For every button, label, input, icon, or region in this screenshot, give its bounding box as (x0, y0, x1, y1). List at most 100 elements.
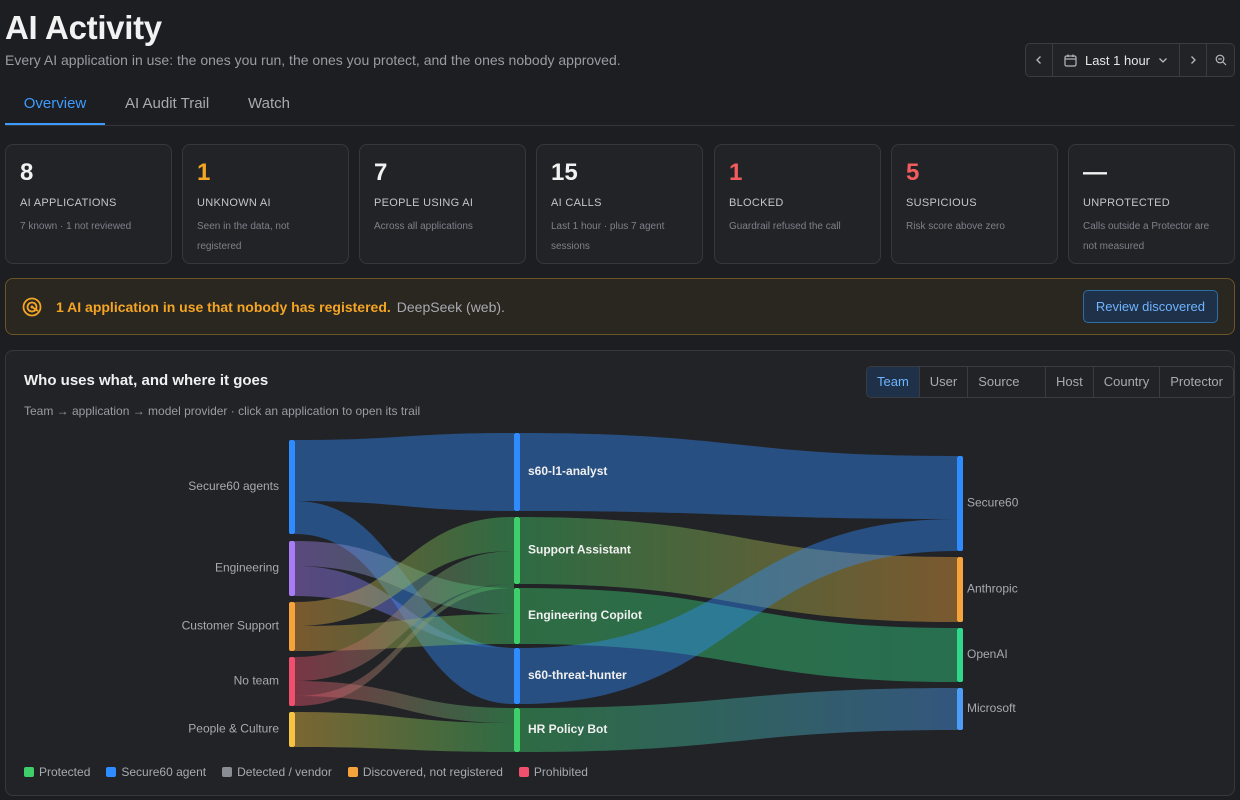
stat-card-ai-applications[interactable]: 8 AI APPLICATIONS 7 known · 1 not reviewed (5, 144, 172, 264)
legend-swatch (24, 767, 34, 777)
group-by-host[interactable]: Host (1046, 367, 1094, 397)
panel-title: Who uses what, and where it goes (24, 372, 269, 389)
stat-card-blocked[interactable]: 1 BLOCKED Guardrail refused the call (714, 144, 881, 264)
app-label: Engineering Copilot (528, 608, 642, 622)
group-by-country[interactable]: Country (1094, 367, 1161, 397)
sankey-diagram: Secure60 agents Engineering Customer Suppo… (182, 433, 1019, 752)
flow-team-app[interactable] (295, 584, 514, 706)
app-node[interactable] (514, 648, 520, 704)
review-discovered-button[interactable]: Review discovered (1082, 290, 1218, 323)
provider-node[interactable] (957, 557, 963, 622)
group-by-source-ip[interactable]: Source IP (968, 367, 1046, 397)
stat-card-unknown-ai[interactable]: 1 UNKNOWN AI Seen in the data, not registe… (182, 144, 349, 264)
legend-label: Discovered, not registered (362, 765, 503, 779)
stat-card-ai-calls[interactable]: 15 AI CALLS Last 1 hour · plus 7 agent ses… (536, 144, 703, 264)
stat-label: AI CALLS (551, 197, 602, 209)
next-range-button[interactable] (1180, 44, 1207, 76)
team-label: People & Culture (188, 722, 279, 736)
calendar-icon (1064, 54, 1077, 67)
stat-label: BLOCKED (729, 197, 784, 209)
flow-team-app[interactable] (295, 551, 514, 681)
time-range-label: Last 1 hour (1084, 52, 1151, 68)
stat-card-unprotected[interactable]: — UNPROTECTED Calls outside a Protector ar… (1068, 144, 1235, 264)
team-node[interactable] (289, 712, 295, 747)
team-node[interactable] (289, 602, 295, 651)
stat-value: 8 (20, 159, 34, 186)
app-node[interactable] (514, 708, 520, 752)
panel-subtitle: Team → application → model provider · cl… (24, 404, 421, 418)
chevron-right-icon (1191, 56, 1196, 64)
team-node[interactable] (289, 657, 295, 706)
legend-item: Discovered, not registered (347, 765, 503, 779)
app-label: s60-l1-analyst (528, 464, 607, 478)
flow-app-provider[interactable] (520, 433, 957, 519)
legend-swatch (347, 767, 358, 777)
team-label: No team (234, 674, 279, 688)
app-node[interactable] (514, 517, 520, 584)
tab-overview[interactable]: Overview (5, 86, 105, 125)
group-by-user[interactable]: User (920, 367, 969, 397)
stat-description: Risk score above zero (906, 221, 1005, 232)
stat-card-people-using-ai[interactable]: 7 PEOPLE USING AI Across all applications (359, 144, 526, 264)
team-node[interactable] (289, 440, 295, 534)
legend: Protected Secure60 agent Detected / vendor… (24, 765, 588, 779)
radar-icon (22, 297, 42, 316)
flow-app-provider[interactable] (520, 519, 957, 704)
legend-swatch (222, 767, 233, 777)
group-by-protector[interactable]: Protector (1170, 374, 1223, 389)
legend-swatch (106, 767, 117, 777)
provider-node[interactable] (957, 628, 963, 682)
stat-value: 5 (906, 159, 920, 186)
team-label: Customer Support (182, 619, 280, 633)
chevron-left-icon (1036, 56, 1041, 64)
provider-label: Microsoft (967, 701, 1016, 715)
stat-value: 15 (551, 159, 578, 186)
flow-team-app[interactable] (295, 433, 514, 511)
stat-value: 1 (197, 159, 211, 186)
team-node[interactable] (289, 541, 295, 596)
legend-item: Prohibited (518, 765, 588, 779)
legend-item: Protected (24, 765, 90, 779)
tab-watch[interactable]: Watch (248, 95, 290, 112)
flow-team-app[interactable] (295, 712, 514, 752)
provider-node[interactable] (957, 456, 963, 551)
legend-label: Detected / vendor (237, 765, 332, 779)
stat-card-suspicious[interactable]: 5 SUSPICIOUS Risk score above zero (891, 144, 1058, 264)
team-label: Engineering (215, 561, 279, 575)
stat-label: AI APPLICATIONS (20, 197, 117, 209)
stat-description: Seen in the data, not registered (197, 221, 290, 252)
unregistered-ai-alert: 1 AI application in use that nobody has … (5, 278, 1235, 335)
flow-team-app[interactable] (295, 517, 514, 626)
flow-app-provider[interactable] (520, 517, 957, 622)
usage-flow-panel: Secure60 agents Engineering Customer Suppo… (5, 350, 1235, 796)
stat-description: Last 1 hour · plus 7 agent sessions (551, 221, 665, 252)
app-label: s60-threat-hunter (528, 668, 627, 682)
stat-value: 7 (374, 159, 388, 186)
legend-label: Secure60 agent (121, 765, 207, 779)
tab-ai-audit-trail[interactable]: AI Audit Trail (125, 95, 210, 112)
stat-description: Guardrail refused the call (729, 221, 841, 232)
app-node[interactable] (514, 588, 520, 644)
provider-node[interactable] (957, 688, 963, 730)
app-label: Support Assistant (528, 543, 631, 557)
alert-headline: 1 AI application in use that nobody has … (56, 298, 391, 315)
provider-label: Secure60 (967, 496, 1019, 510)
legend-label: Protected (39, 765, 91, 779)
stat-description: Across all applications (374, 221, 473, 232)
stat-label: PEOPLE USING AI (374, 197, 474, 209)
group-by-team[interactable]: Team (867, 367, 920, 397)
flow-app-provider[interactable] (520, 688, 957, 752)
stat-value: — (1083, 159, 1107, 186)
prev-range-button[interactable] (1026, 44, 1053, 76)
zoom-out-icon (1215, 54, 1226, 66)
stat-description: 7 known · 1 not reviewed (20, 221, 132, 232)
zoom-out-button[interactable] (1207, 44, 1234, 76)
time-range-picker: Last 1 hour (1025, 43, 1235, 77)
provider-label: OpenAI (967, 647, 1008, 661)
time-range-select[interactable]: Last 1 hour (1053, 44, 1180, 76)
app-node[interactable] (514, 433, 520, 511)
legend-item: Detected / vendor (222, 765, 332, 779)
flow-app-provider[interactable] (520, 588, 957, 682)
